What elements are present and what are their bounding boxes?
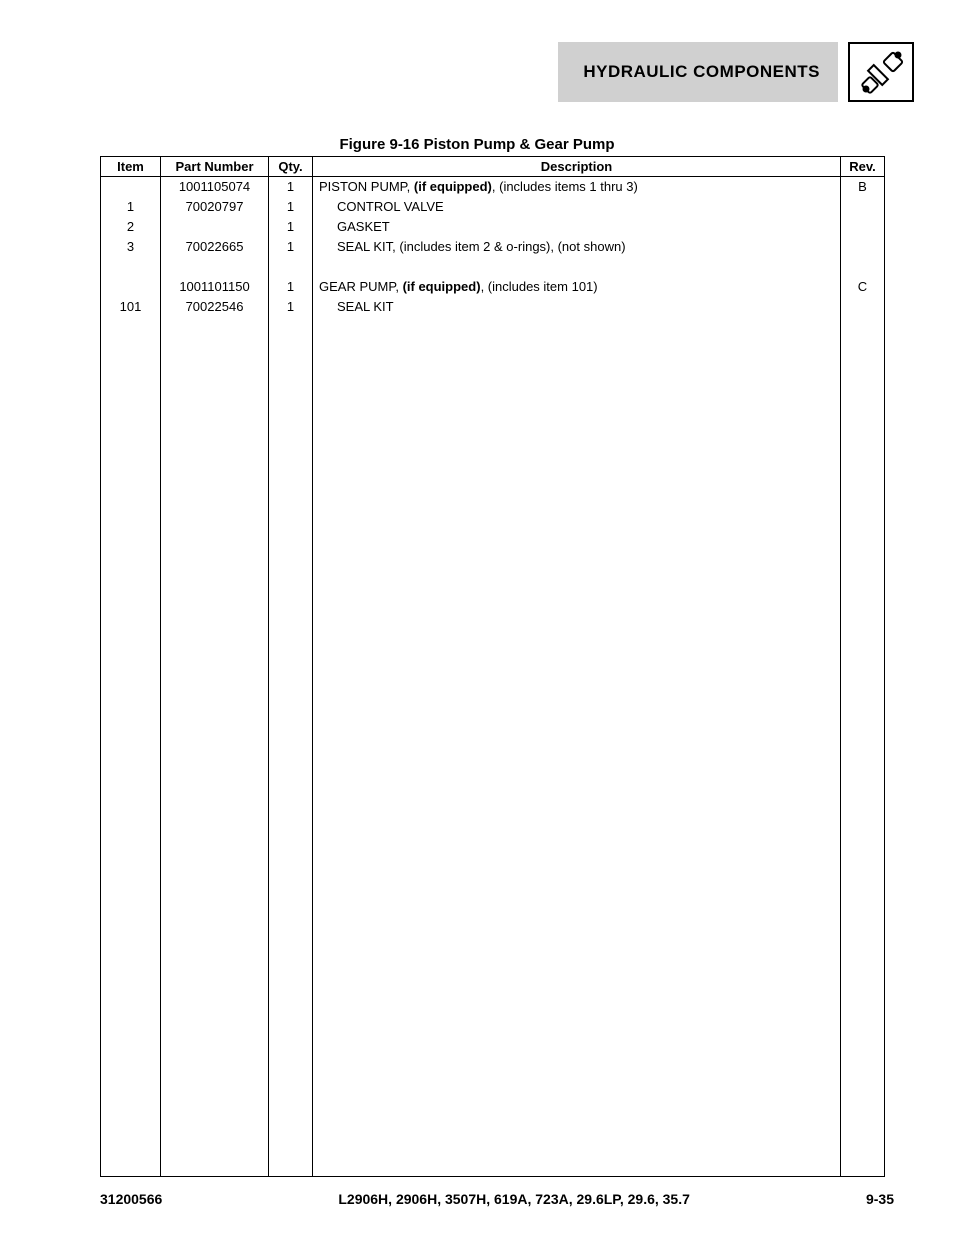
figure-caption: Figure 9-16 Piston Pump & Gear Pump bbox=[0, 136, 954, 153]
cell-rev: B bbox=[841, 177, 885, 197]
col-header-qty: Qty. bbox=[269, 157, 313, 177]
col-header-part-number: Part Number bbox=[161, 157, 269, 177]
cell-part-number bbox=[161, 257, 269, 277]
col-header-rev: Rev. bbox=[841, 157, 885, 177]
cell-rev: C bbox=[841, 277, 885, 297]
table-row: 3700226651SEAL KIT, (includes item 2 & o… bbox=[101, 237, 885, 257]
cell-item bbox=[101, 257, 161, 277]
footer-page: 9-35 bbox=[866, 1191, 894, 1207]
col-header-description: Description bbox=[313, 157, 841, 177]
cell-qty: 1 bbox=[269, 277, 313, 297]
cell-part-number: 1001105074 bbox=[161, 177, 269, 197]
table-row: 10011011501GEAR PUMP, (if equipped), (in… bbox=[101, 277, 885, 297]
cell-qty: 1 bbox=[269, 197, 313, 217]
cell-item: 3 bbox=[101, 237, 161, 257]
table-row: 1700207971CONTROL VALVE bbox=[101, 197, 885, 217]
cell-rev bbox=[841, 257, 885, 277]
cell-part-number: 1001101150 bbox=[161, 277, 269, 297]
hydraulic-cylinder-icon bbox=[848, 42, 914, 102]
table-filler-row bbox=[101, 317, 885, 1177]
cell-rev bbox=[841, 237, 885, 257]
footer-doc-number: 31200566 bbox=[100, 1191, 162, 1207]
page-footer: 31200566 L2906H, 2906H, 3507H, 619A, 723… bbox=[100, 1191, 894, 1207]
cell-qty: 1 bbox=[269, 217, 313, 237]
cell-description: SEAL KIT, (includes item 2 & o-rings), (… bbox=[313, 237, 841, 257]
cell-description: CONTROL VALVE bbox=[313, 197, 841, 217]
table-row: 10011050741PISTON PUMP, (if equipped), (… bbox=[101, 177, 885, 197]
cell-part-number: 70022665 bbox=[161, 237, 269, 257]
footer-models: L2906H, 2906H, 3507H, 619A, 723A, 29.6LP… bbox=[338, 1191, 690, 1207]
cell-rev bbox=[841, 197, 885, 217]
table-header-row: Item Part Number Qty. Description Rev. bbox=[101, 157, 885, 177]
cell-description: GEAR PUMP, (if equipped), (includes item… bbox=[313, 277, 841, 297]
table-row: 2 1GASKET bbox=[101, 217, 885, 237]
cell-rev bbox=[841, 297, 885, 317]
cell-item: 2 bbox=[101, 217, 161, 237]
cell-part-number: 70020797 bbox=[161, 197, 269, 217]
header-bar: HYDRAULIC COMPONENTS bbox=[558, 42, 914, 102]
cell-description bbox=[313, 257, 841, 277]
cell-qty: 1 bbox=[269, 297, 313, 317]
cell-item: 101 bbox=[101, 297, 161, 317]
cell-item bbox=[101, 177, 161, 197]
cell-qty: 1 bbox=[269, 237, 313, 257]
cell-qty bbox=[269, 257, 313, 277]
cell-item: 1 bbox=[101, 197, 161, 217]
cell-qty: 1 bbox=[269, 177, 313, 197]
cell-description: PISTON PUMP, (if equipped), (includes it… bbox=[313, 177, 841, 197]
cell-item bbox=[101, 277, 161, 297]
cell-part-number bbox=[161, 217, 269, 237]
table-row bbox=[101, 257, 885, 277]
section-title: HYDRAULIC COMPONENTS bbox=[558, 42, 838, 102]
cell-part-number: 70022546 bbox=[161, 297, 269, 317]
cell-description: GASKET bbox=[313, 217, 841, 237]
parts-table: Item Part Number Qty. Description Rev. 1… bbox=[100, 156, 885, 1177]
col-header-item: Item bbox=[101, 157, 161, 177]
table-row: 101700225461SEAL KIT bbox=[101, 297, 885, 317]
cell-description: SEAL KIT bbox=[313, 297, 841, 317]
cell-rev bbox=[841, 217, 885, 237]
